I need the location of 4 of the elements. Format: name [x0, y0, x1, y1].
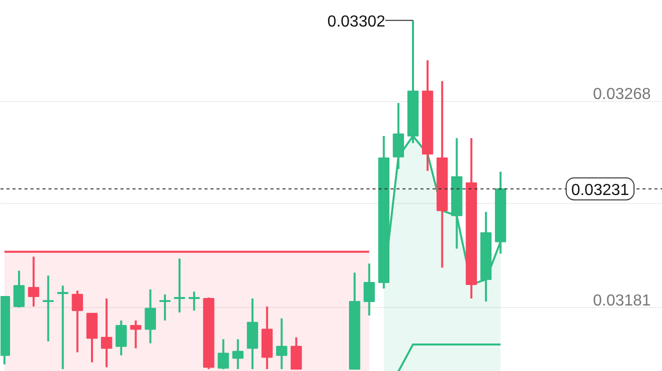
annotation: 0.03302 [327, 13, 386, 30]
ref-line-label: 0.03231 [571, 182, 630, 199]
y-tick-label: 0.03268 [592, 86, 651, 104]
y-tick-label: 0.03181 [592, 292, 651, 310]
